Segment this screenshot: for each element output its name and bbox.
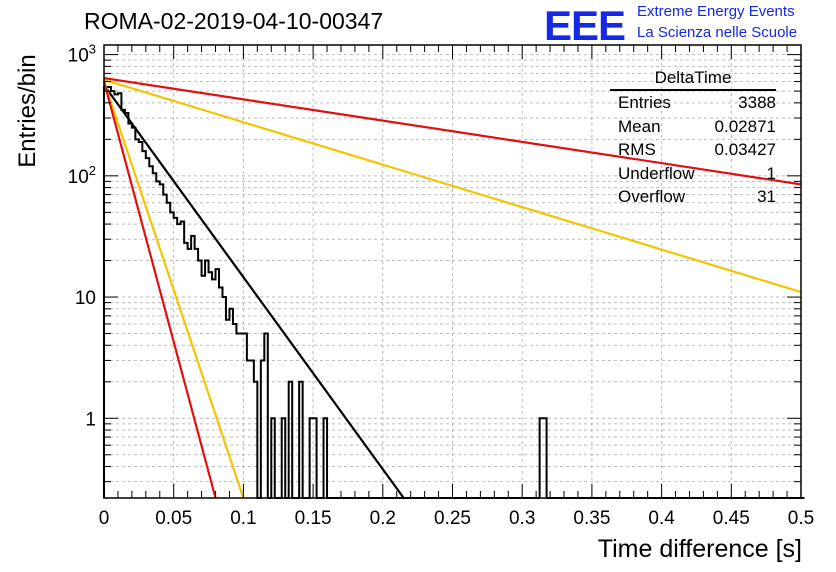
stats-value: 0.03427 xyxy=(714,140,776,159)
x-tick-label: 0.05 xyxy=(155,508,192,529)
stats-label: Overflow xyxy=(618,187,686,206)
fit-line xyxy=(102,81,217,499)
fit-line xyxy=(102,81,245,499)
stats-box: DeltaTime Entries 3388 Mean 0.02871 RMS 0.0… xyxy=(610,68,776,209)
x-tick-label: 0.15 xyxy=(295,508,332,529)
x-tick-label: 0 xyxy=(99,508,110,529)
stats-row-entries: Entries 3388 xyxy=(610,91,776,115)
y-tick-label: 10 xyxy=(75,288,96,309)
axes xyxy=(103,44,802,499)
x-tick-label: 0.4 xyxy=(648,508,675,529)
stats-label: Entries xyxy=(618,93,671,112)
fit-line xyxy=(103,77,802,186)
x-axis-label: Time difference [s] xyxy=(597,535,802,563)
stats-title: DeltaTime xyxy=(610,68,776,91)
stats-row-mean: Mean 0.02871 xyxy=(610,115,776,139)
x-tick-label: 0.25 xyxy=(434,508,471,529)
logo-subtitle-1: Extreme Energy Events xyxy=(637,3,795,20)
fit-line xyxy=(103,84,405,499)
fit-lines xyxy=(102,77,802,499)
fit-line xyxy=(103,78,802,294)
y-tick-label: 102 xyxy=(68,163,96,188)
stats-label: Mean xyxy=(618,116,661,136)
stats-label: RMS xyxy=(618,140,656,159)
x-tick-label: 0.35 xyxy=(573,508,610,529)
grid xyxy=(104,45,801,498)
stats-row-underflow: Underflow 1 xyxy=(610,162,776,186)
y-axis-label: Entries/bin xyxy=(14,54,41,168)
stats-value: 31 xyxy=(757,187,776,206)
x-tick-label: 0.2 xyxy=(370,508,396,529)
x-tick-label: 0.3 xyxy=(509,508,535,529)
stats-value: 1 xyxy=(766,163,776,183)
logo-subtitle-2: La Scienza nelle Scuole xyxy=(637,24,798,41)
x-tick-label: 0.5 xyxy=(788,508,814,529)
chart-title: ROMA-02-2019-04-10-00347 xyxy=(84,8,384,34)
x-tick-label: 0.1 xyxy=(230,508,256,529)
y-tick-label: 1 xyxy=(85,409,96,430)
y-tick-label: 103 xyxy=(68,42,96,67)
eee-logo: EEE xyxy=(544,2,626,49)
stats-row-rms: RMS 0.03427 xyxy=(610,138,776,162)
stats-row-overflow: Overflow 31 xyxy=(610,185,776,209)
stats-value: 0.02871 xyxy=(714,116,776,136)
x-tick-label: 0.45 xyxy=(713,508,750,529)
stats-value: 3388 xyxy=(738,93,776,112)
stats-label: Underflow xyxy=(618,163,695,183)
